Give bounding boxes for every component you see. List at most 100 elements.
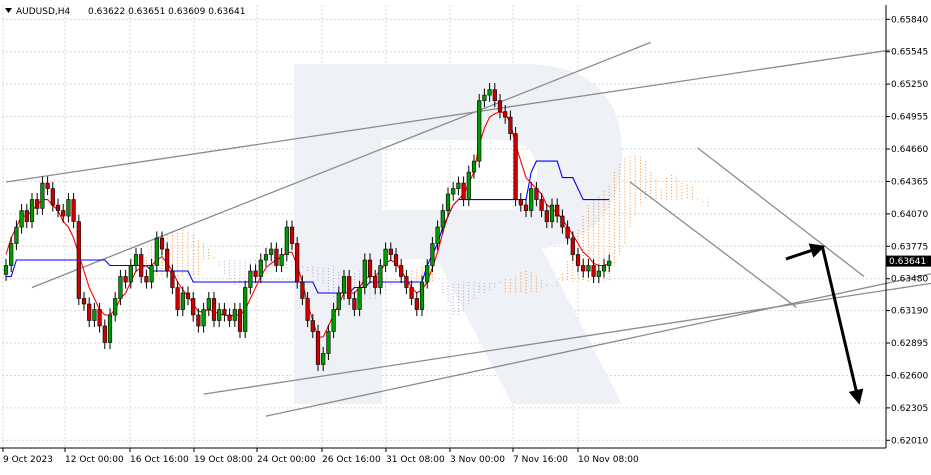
candle-body bbox=[284, 226, 289, 255]
candle-body bbox=[549, 204, 555, 222]
trendline bbox=[265, 273, 931, 417]
candle bbox=[284, 220, 289, 262]
candle-body bbox=[451, 188, 456, 195]
trendline bbox=[31, 41, 652, 289]
candle-body bbox=[461, 182, 466, 200]
candle-body bbox=[237, 309, 243, 332]
candle bbox=[24, 203, 29, 229]
candle-body bbox=[440, 210, 445, 228]
candle bbox=[534, 181, 539, 207]
candle bbox=[133, 247, 139, 273]
candle-body bbox=[222, 309, 227, 316]
candle-body bbox=[71, 199, 76, 222]
candle bbox=[430, 236, 435, 273]
candle-body bbox=[591, 265, 596, 277]
candle bbox=[383, 242, 388, 273]
x-tick-label: 10 Nov 08:00 bbox=[578, 455, 639, 465]
candle-body bbox=[508, 116, 513, 134]
candle-body bbox=[367, 259, 373, 277]
candle bbox=[279, 247, 284, 273]
candle-body bbox=[388, 248, 393, 255]
current-price-box bbox=[886, 255, 931, 267]
candle bbox=[300, 275, 305, 306]
candle bbox=[232, 302, 237, 328]
candle-body bbox=[97, 309, 102, 327]
candle-body bbox=[487, 89, 492, 96]
forecast-arrow bbox=[785, 243, 826, 261]
candles bbox=[3, 83, 612, 372]
candle-body bbox=[445, 193, 451, 211]
candle bbox=[258, 253, 263, 284]
candle-body bbox=[544, 210, 549, 222]
candle-body bbox=[248, 270, 253, 288]
candle bbox=[435, 220, 440, 251]
candle bbox=[347, 269, 352, 306]
candle bbox=[50, 181, 55, 212]
candle-body bbox=[45, 182, 50, 189]
candle-body bbox=[341, 276, 347, 294]
candle-body bbox=[227, 314, 232, 321]
candle-body bbox=[404, 276, 409, 288]
candle-body bbox=[279, 254, 284, 266]
candle-body bbox=[466, 171, 471, 200]
candle-body bbox=[596, 270, 601, 277]
candle-body bbox=[373, 276, 378, 288]
candle bbox=[596, 264, 601, 284]
y-tick-label: 0.63775 bbox=[891, 242, 928, 252]
candle-body bbox=[430, 243, 435, 266]
candle-body bbox=[289, 226, 295, 244]
candle-body bbox=[191, 298, 196, 316]
candle-body bbox=[66, 199, 71, 217]
candle bbox=[305, 291, 310, 328]
candle bbox=[40, 176, 45, 215]
candle bbox=[404, 269, 409, 295]
candle-body bbox=[565, 226, 570, 239]
candle-body bbox=[362, 259, 367, 288]
candle-body bbox=[29, 199, 35, 222]
candle-body bbox=[175, 287, 180, 310]
candle-body bbox=[102, 325, 107, 343]
candle-body bbox=[76, 221, 81, 299]
candle-body bbox=[61, 210, 66, 217]
candle bbox=[118, 269, 123, 306]
candle-body bbox=[269, 248, 274, 255]
candle bbox=[539, 192, 544, 218]
candle bbox=[331, 302, 336, 339]
candle-body bbox=[14, 226, 19, 244]
candle-body bbox=[425, 265, 430, 283]
candle bbox=[66, 192, 71, 223]
candle-body bbox=[352, 298, 357, 310]
x-tick-label: 19 Oct 08:00 bbox=[194, 455, 253, 465]
candle bbox=[549, 198, 555, 229]
candle bbox=[196, 308, 201, 333]
trendline bbox=[203, 282, 931, 395]
candle-body bbox=[331, 309, 336, 332]
candle-body bbox=[575, 254, 581, 266]
candle bbox=[607, 254, 612, 273]
candle-body bbox=[477, 100, 482, 162]
candle-body bbox=[560, 215, 565, 228]
candle bbox=[191, 291, 196, 322]
y-tick-label: 0.64660 bbox=[891, 145, 928, 155]
candle-body bbox=[243, 287, 248, 332]
y-tick-label: 0.62895 bbox=[891, 339, 928, 349]
candle-body bbox=[40, 182, 45, 209]
candle-body bbox=[185, 292, 191, 299]
candle-body bbox=[539, 199, 544, 211]
candle bbox=[326, 324, 331, 361]
candle bbox=[310, 313, 315, 339]
x-tick-label: 12 Oct 00:00 bbox=[65, 455, 124, 465]
candle bbox=[399, 258, 404, 284]
candle-body bbox=[518, 199, 523, 206]
candle-body bbox=[310, 320, 315, 332]
candle bbox=[461, 176, 466, 207]
y-tick-label: 0.65250 bbox=[891, 80, 928, 90]
candle bbox=[575, 247, 581, 273]
candle bbox=[482, 88, 487, 108]
candle bbox=[180, 286, 185, 317]
y-tick-label: 0.63480 bbox=[891, 275, 928, 285]
dropdown-triangle-icon[interactable] bbox=[5, 8, 12, 13]
candle bbox=[237, 302, 243, 339]
